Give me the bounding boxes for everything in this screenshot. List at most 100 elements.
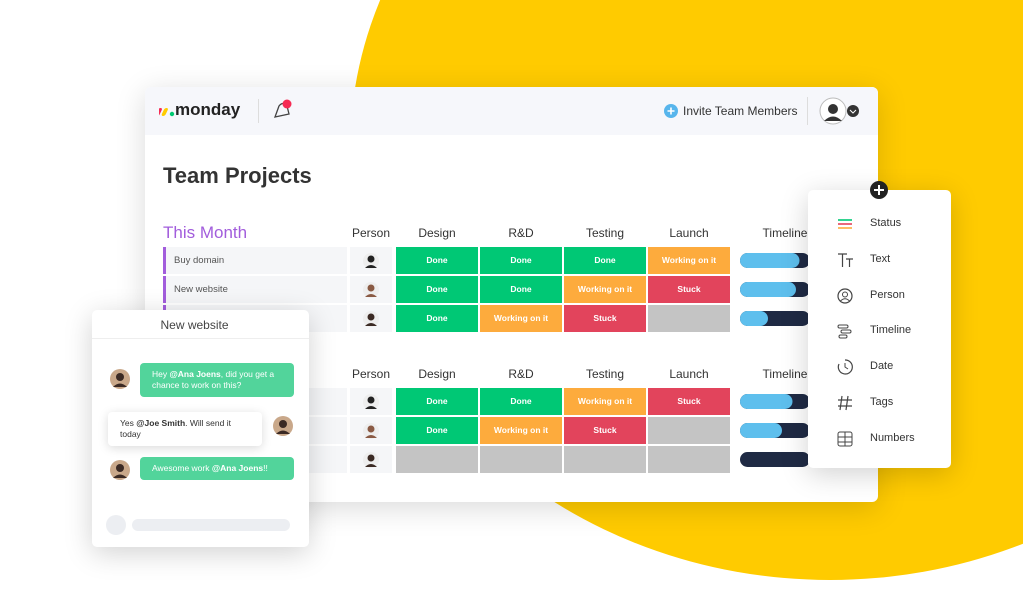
column-header: R&D	[508, 226, 534, 240]
divider	[258, 99, 259, 123]
menu-icon	[837, 287, 853, 304]
status-cell-empty[interactable]	[564, 446, 646, 473]
divider	[807, 97, 808, 125]
status-cell[interactable]: Stuck	[564, 305, 646, 332]
person-avatar	[363, 423, 379, 439]
invite-icon[interactable]	[663, 103, 679, 119]
timeline-bar	[740, 394, 810, 409]
row-name: Buy domain	[163, 247, 347, 274]
status-cell[interactable]: Working on it	[480, 305, 562, 332]
user-avatar[interactable]	[818, 96, 864, 126]
status-cell-empty[interactable]	[648, 305, 730, 332]
menu-item[interactable]: Status	[870, 217, 902, 229]
column-header: Design	[418, 367, 456, 381]
chat-bubble: Awesome work @Ana Joens!!	[140, 457, 294, 480]
message-text: Yes	[120, 418, 137, 428]
message-text: !!	[263, 463, 268, 473]
status-cell-empty[interactable]	[396, 446, 478, 473]
menu-item[interactable]: Tags	[870, 396, 894, 408]
chat-avatar	[110, 369, 130, 389]
chat-bubble: Yes @Joe Smith. Will send it today	[108, 412, 262, 446]
chat-panel: New website Hey @Ana Joens, did you get …	[92, 310, 309, 547]
timeline-bar	[740, 282, 810, 297]
menu-icon	[837, 431, 853, 447]
column-header: Design	[418, 226, 456, 240]
status-cell[interactable]: Done	[396, 276, 478, 303]
status-cell-empty[interactable]	[648, 446, 730, 473]
status-cell-empty[interactable]	[480, 446, 562, 473]
message-text: . Will send it today	[120, 418, 231, 439]
status-cell-empty[interactable]	[648, 417, 730, 444]
status-cell[interactable]: Done	[396, 388, 478, 415]
mention: @Ana Joens	[211, 463, 264, 473]
status-cell[interactable]: Stuck	[648, 276, 730, 303]
person-avatar	[363, 253, 379, 269]
status-cell[interactable]: Done	[564, 247, 646, 274]
column-header: Timeline	[762, 367, 808, 381]
divider	[92, 338, 309, 339]
status-cell[interactable]: Done	[396, 247, 478, 274]
menu-item[interactable]: Text	[870, 252, 891, 265]
person-avatar	[363, 394, 379, 410]
chat-avatar	[273, 416, 293, 436]
column-header: Launch	[669, 367, 709, 381]
menu-item[interactable]: Person	[870, 288, 905, 301]
chat-bubble: Hey @Ana Joens, did you get a chance to …	[140, 363, 294, 397]
status-cell[interactable]: Stuck	[648, 388, 730, 415]
column-header: Testing	[585, 226, 625, 240]
column-header: R&D	[508, 367, 534, 381]
message-text: Awesome work	[152, 463, 212, 473]
input-avatar	[106, 515, 126, 535]
status-cell[interactable]: Working on it	[564, 388, 646, 415]
timeline-bar	[740, 452, 810, 467]
mention: @Ana Joens	[169, 369, 221, 379]
column-header: Testing	[585, 367, 625, 381]
row-name: New website	[163, 276, 347, 303]
board-title: Team Projects	[163, 163, 312, 188]
status-cell[interactable]: Working on it	[564, 276, 646, 303]
menu-icon	[838, 253, 853, 267]
group-name: This Month	[163, 223, 248, 242]
board-window: monday Invite Team Members Team Projects…	[145, 87, 878, 502]
menu-icon	[837, 324, 852, 339]
status-cell[interactable]: Done	[396, 417, 478, 444]
person-avatar	[363, 282, 379, 298]
status-cell[interactable]: Stuck	[564, 417, 646, 444]
menu-item[interactable]: Timeline	[870, 324, 912, 337]
timeline-bar	[740, 423, 810, 438]
top-bar: monday Invite Team Members	[145, 87, 878, 135]
logo-text: monday	[175, 100, 241, 119]
message-text: Hey	[152, 369, 170, 379]
column-header: Person	[351, 367, 391, 381]
timeline-bar	[740, 311, 810, 326]
menu-item[interactable]: Numbers	[870, 431, 915, 444]
timeline-bar	[740, 253, 810, 268]
person-avatar	[363, 311, 379, 327]
column-header: Person	[351, 226, 391, 240]
logo-mark	[159, 108, 175, 117]
chat-title: New website	[160, 318, 229, 332]
column-header: Launch	[669, 226, 709, 240]
chat-avatar	[110, 460, 130, 480]
status-cell[interactable]: Done	[480, 276, 562, 303]
add-column-button[interactable]	[869, 180, 889, 200]
menu-icon	[837, 359, 853, 375]
column-menu: Status Text Person Timeline Date Tags Numbers	[808, 190, 951, 468]
status-cell[interactable]: Done	[480, 388, 562, 415]
message-text: , did you get a chance to work on this?	[152, 369, 275, 390]
status-cell[interactable]: Working on it	[648, 247, 730, 274]
menu-icon	[838, 219, 852, 229]
status-cell[interactable]: Working on it	[480, 417, 562, 444]
status-cell[interactable]: Done	[396, 305, 478, 332]
person-avatar	[363, 452, 379, 468]
invite-button[interactable]: Invite Team Members	[683, 104, 798, 118]
status-cell[interactable]: Done	[480, 247, 562, 274]
notifications-icon[interactable]	[271, 97, 295, 123]
column-header: Timeline	[762, 226, 808, 240]
menu-item[interactable]: Date	[870, 360, 894, 373]
column-menu-list: Status Text Person Timeline Date Tags Numbers	[808, 190, 951, 468]
menu-icon	[838, 395, 852, 411]
chat-input[interactable]	[132, 519, 290, 531]
chat-messages: Hey @Ana Joens, did you get a chance to …	[92, 310, 309, 547]
